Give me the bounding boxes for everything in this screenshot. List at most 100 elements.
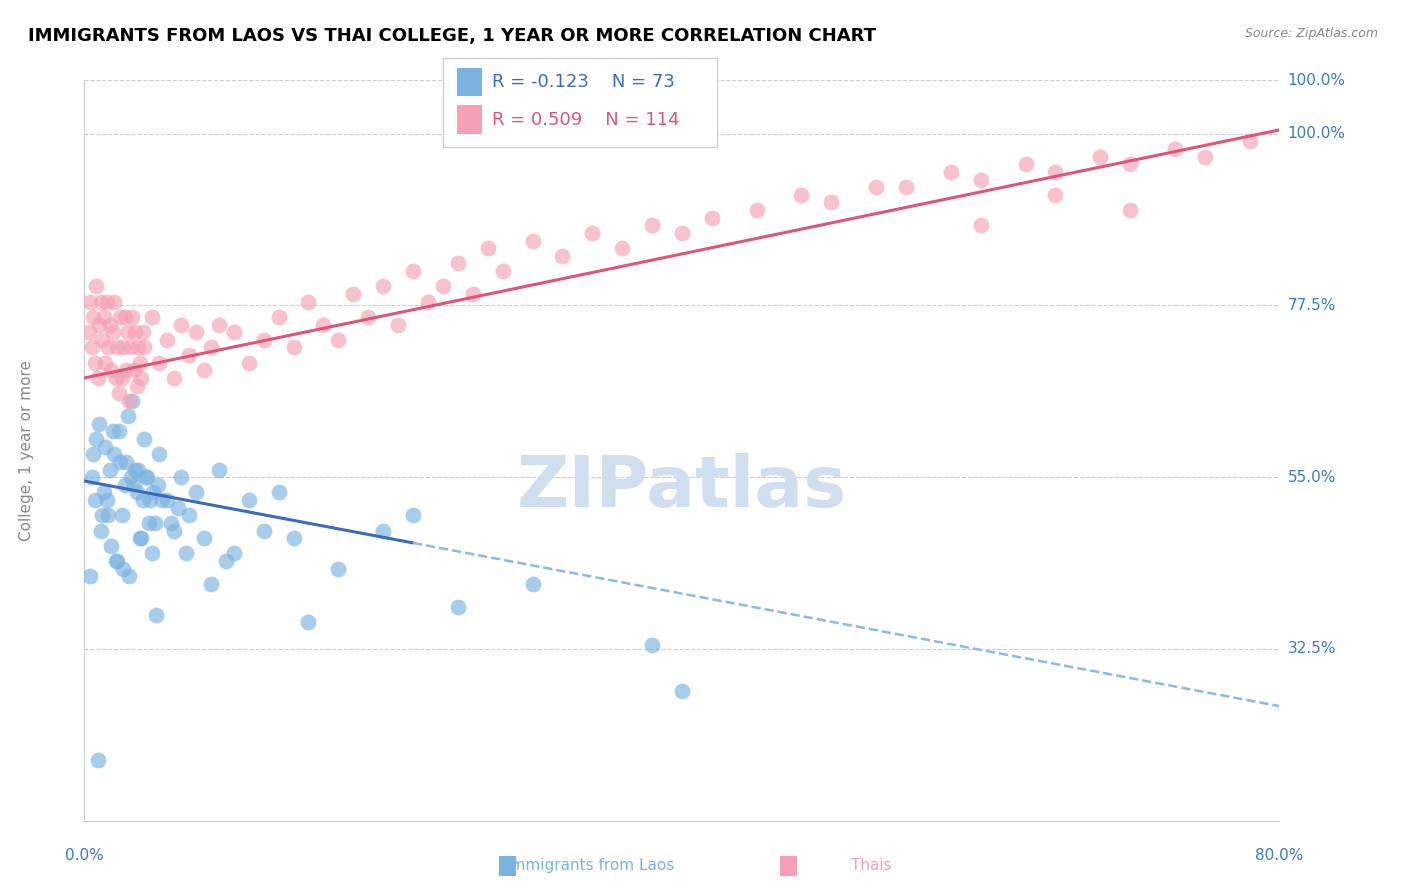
Point [103, 447, 125, 461]
Point [128, 531, 150, 545]
Point [89, 318, 111, 332]
Point [174, 547, 197, 561]
Point [120, 340, 142, 354]
Point [128, 356, 150, 370]
Point [125, 378, 148, 392]
Point [79, 569, 101, 583]
Point [342, 287, 364, 301]
Point [125, 485, 148, 500]
Point [1045, 187, 1067, 202]
Point [297, 294, 319, 309]
Point [1119, 202, 1142, 217]
Point [89, 417, 111, 431]
Point [150, 493, 173, 508]
Point [112, 340, 135, 354]
Point [155, 333, 177, 347]
Point [612, 241, 634, 255]
Point [297, 615, 319, 630]
Point [208, 462, 231, 476]
Point [110, 455, 132, 469]
Point [193, 363, 215, 377]
Point [127, 462, 149, 476]
Point [215, 554, 238, 568]
Point [107, 386, 129, 401]
Text: ZIPatlas: ZIPatlas [517, 453, 846, 522]
Text: 80.0%: 80.0% [1256, 848, 1303, 863]
Text: 100.0%: 100.0% [1288, 73, 1346, 87]
Text: Immigrants from Laos: Immigrants from Laos [506, 858, 675, 872]
Point [163, 524, 186, 538]
Text: IMMIGRANTS FROM LAOS VS THAI COLLEGE, 1 YEAR OR MORE CORRELATION CHART: IMMIGRANTS FROM LAOS VS THAI COLLEGE, 1 … [28, 27, 876, 45]
Point [97, 508, 120, 523]
Point [238, 493, 260, 508]
Point [101, 425, 124, 439]
Point [447, 599, 470, 614]
Text: College, 1 year or more: College, 1 year or more [18, 360, 34, 541]
Point [492, 264, 515, 278]
Point [238, 356, 260, 370]
Point [641, 638, 664, 652]
Point [402, 264, 425, 278]
Text: 55.0%: 55.0% [1288, 470, 1336, 484]
Point [114, 310, 136, 324]
Point [79, 294, 101, 309]
Point [94, 440, 117, 454]
Point [160, 516, 183, 530]
Point [193, 531, 215, 545]
Point [136, 470, 159, 484]
Point [129, 371, 152, 385]
Point [477, 241, 499, 255]
Point [77, 325, 100, 339]
Point [208, 318, 231, 332]
Point [100, 363, 122, 377]
Point [155, 493, 177, 508]
Point [357, 310, 380, 324]
Point [145, 607, 167, 622]
Point [139, 493, 162, 508]
Point [939, 165, 962, 179]
Point [522, 577, 544, 591]
Point [222, 547, 245, 561]
Point [373, 279, 395, 293]
Point [167, 500, 190, 515]
Point [641, 219, 664, 233]
Point [142, 485, 165, 500]
Point [117, 409, 139, 423]
Text: R = 0.509    N = 114: R = 0.509 N = 114 [492, 111, 679, 128]
Point [118, 393, 141, 408]
Point [283, 531, 305, 545]
Point [671, 684, 693, 698]
Point [200, 577, 222, 591]
Point [700, 211, 723, 225]
Point [267, 485, 290, 500]
Point [581, 226, 603, 240]
Point [129, 531, 152, 545]
Point [820, 195, 842, 210]
Point [522, 234, 544, 248]
Point [131, 493, 153, 508]
Text: 32.5%: 32.5% [1288, 641, 1336, 657]
Point [111, 371, 134, 385]
Point [135, 470, 157, 484]
Point [115, 455, 138, 469]
Point [93, 485, 115, 500]
Point [86, 279, 108, 293]
Point [93, 310, 115, 324]
Point [114, 478, 136, 492]
Point [87, 753, 110, 767]
Point [432, 279, 454, 293]
Text: 77.5%: 77.5% [1288, 298, 1336, 313]
Point [461, 287, 484, 301]
Point [104, 554, 127, 568]
Point [82, 310, 104, 324]
Point [283, 340, 305, 354]
Point [105, 554, 128, 568]
Point [90, 524, 112, 538]
Point [1014, 157, 1036, 171]
Point [143, 516, 166, 530]
Point [170, 318, 193, 332]
Point [121, 393, 143, 408]
Point [96, 294, 118, 309]
Point [87, 371, 110, 385]
Point [170, 470, 193, 484]
